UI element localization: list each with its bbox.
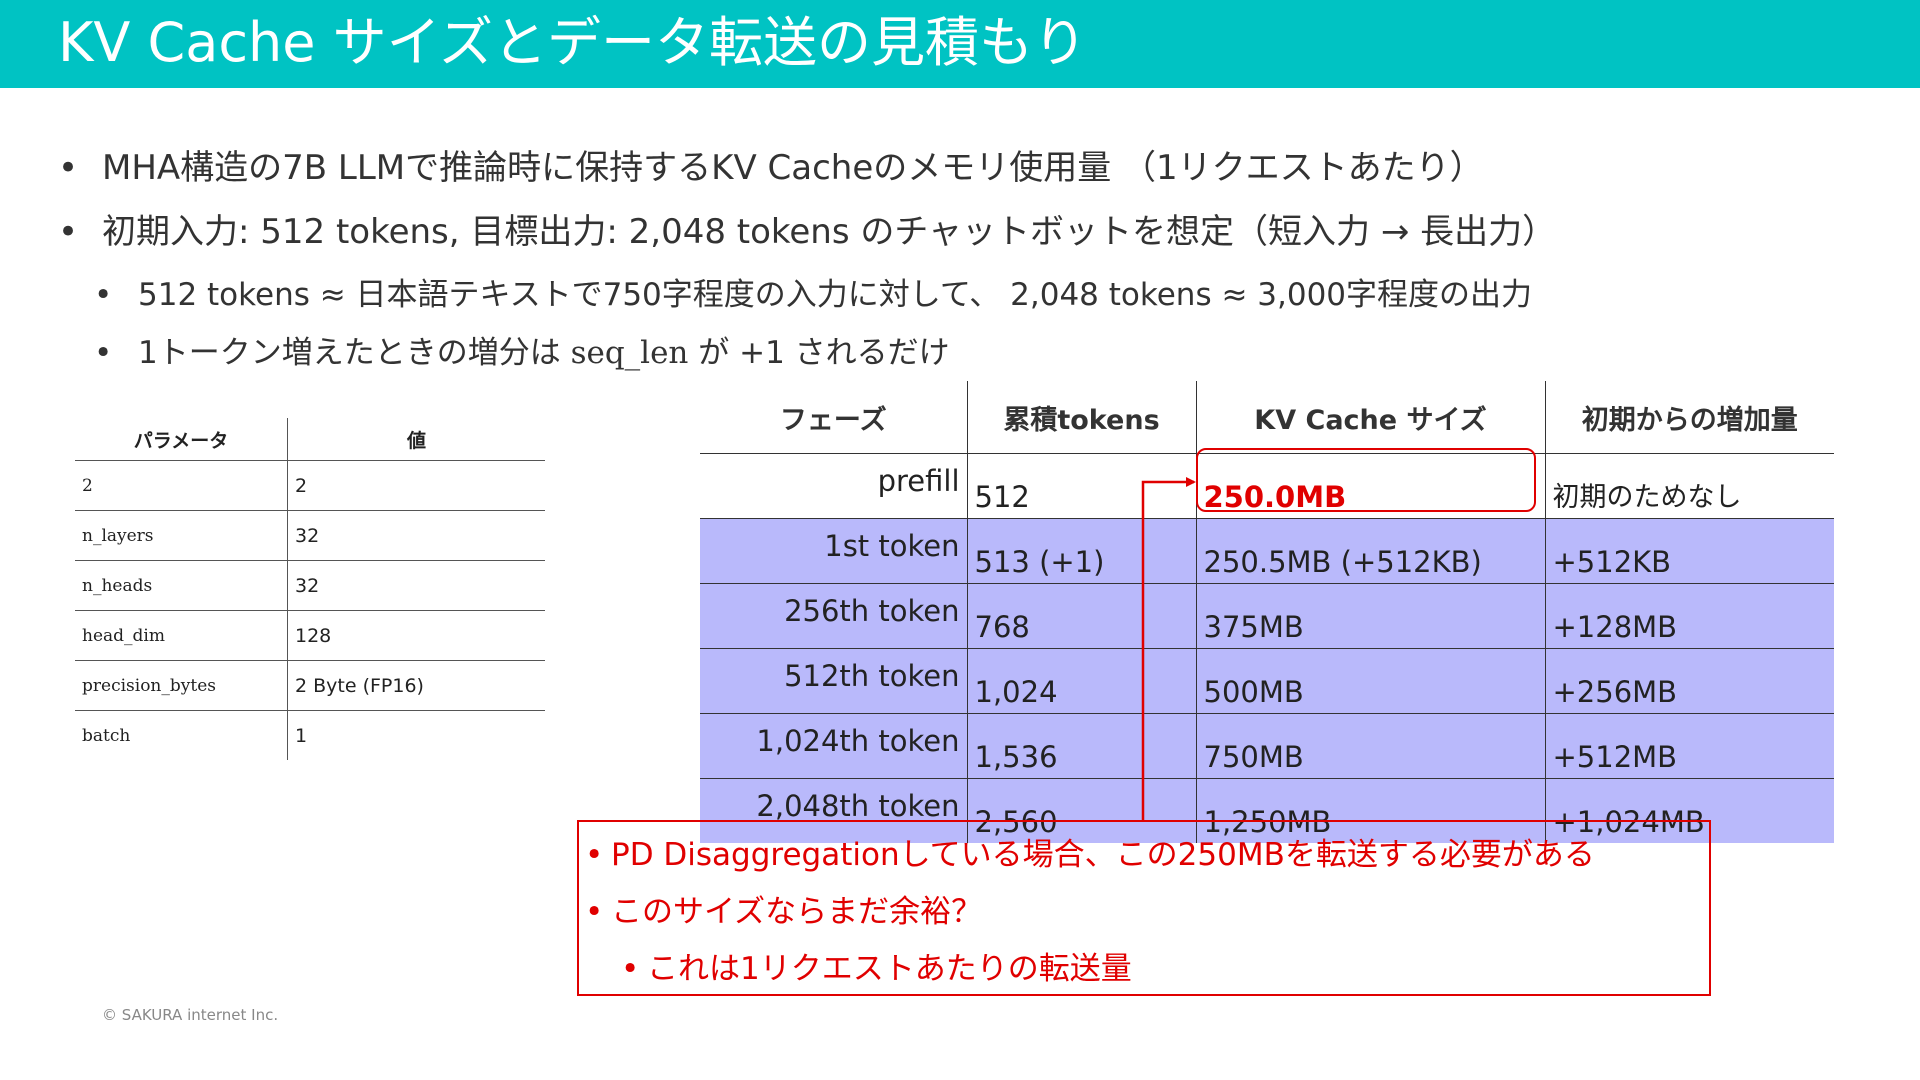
param-name: batch [75,710,288,760]
footer-copyright: © SAKURA internet Inc. [102,1006,279,1024]
table-row: 1,024th token 1,536 750MB +512MB [700,713,1834,779]
phase-cell: 512th token [700,648,968,714]
note-text: PD Disaggregationしている場合、この250MBを転送する必要があ… [611,837,1595,873]
table-row: n_layers 32 [75,510,545,561]
bullet-text-post: が +1 されるだけ [688,335,950,371]
highlight-box [1196,448,1536,512]
param-name: n_layers [75,510,288,561]
note-box: • PD Disaggregationしている場合、この250MBを転送する必要… [577,820,1711,996]
table-row: 512th token 1,024 500MB +256MB [700,648,1834,714]
phase-cell: 1,024th token [700,713,968,779]
note-text: このサイズならまだ余裕？ [611,894,983,930]
increase-cell: +256MB [1545,648,1834,714]
param-value: 128 [287,610,545,661]
tokens-cell: 512 [967,453,1197,519]
table-row: n_heads 32 [75,560,545,611]
column-header: 値 [287,418,545,461]
tokens-cell: 2,560 [967,778,1197,843]
increase-cell: 初期のためなし [1545,453,1834,519]
tokens-cell: 513 (+1) [967,518,1197,584]
kv-cache-phase-table: フェーズ 累積tokens KV Cache サイズ 初期からの増加量 pref… [700,381,1834,843]
increase-cell: +128MB [1545,583,1834,649]
increase-cell: +1,024MB [1545,778,1834,843]
param-name: 2 [75,460,288,511]
column-header: 累積tokens [967,381,1197,454]
column-header: パラメータ [75,418,288,461]
tokens-cell: 1,536 [967,713,1197,779]
param-name: precision_bytes [75,660,288,711]
table-row: 2,048th token 2,560 1,250MB +1,024MB [700,778,1834,843]
code-seq-len: seq_len [570,335,689,371]
note-item: • このサイズならまだ余裕？ [585,893,982,931]
table-row: prefill 512 250.0MB 初期のためなし [700,453,1834,519]
table-row: batch 1 [75,710,545,760]
note-text: これは1リクエストあたりの転送量 [647,951,1132,987]
table-header-row: パラメータ 値 [75,418,545,461]
bullet-text: MHA構造の7B LLMで推論時に保持するKV Cacheのメモリ使用量 （1リ… [102,148,1484,188]
param-value: 32 [287,560,545,611]
tokens-cell: 1,024 [967,648,1197,714]
table-row: 1st token 513 (+1) 250.5MB (+512KB) +512… [700,518,1834,584]
table-header-row: フェーズ 累積tokens KV Cache サイズ 初期からの増加量 [700,381,1834,454]
table-row: head_dim 128 [75,610,545,661]
phase-cell: prefill [700,453,968,519]
increase-cell: +512MB [1545,713,1834,779]
note-item-sub: • これは1リクエストあたりの転送量 [621,950,1132,988]
bullet-dot: • [621,951,640,987]
tokens-cell: 768 [967,583,1197,649]
bullet-text-pre: 1トークン増えたときの増分は [138,335,571,371]
kv-size-cell-highlighted: 250.0MB [1196,453,1546,519]
bullet-dot: • [94,335,113,371]
phase-cell: 2,048th token [700,778,968,843]
table-row: 256th token 768 375MB +128MB [700,583,1834,649]
column-header: KV Cache サイズ [1196,381,1546,454]
param-value: 32 [287,510,545,561]
param-value: 1 [295,724,308,747]
bullet-text: 512 tokens ≈ 日本語テキストで750字程度の入力に対して、 2,04… [138,277,1533,313]
kv-size-cell: 375MB [1196,583,1546,649]
kv-size-cell: 750MB [1196,713,1546,779]
bullet-dot: • [94,277,113,313]
bullet-dot: • [58,212,79,252]
param-value: 2 [287,460,545,511]
kv-size-cell: 250.5MB (+512KB) [1196,518,1546,584]
param-value: 2 Byte (FP16) [287,660,545,711]
param-name: n_heads [75,560,288,611]
kv-size-cell: 500MB [1196,648,1546,714]
kv-size-cell: 1,250MB [1196,778,1546,843]
bullet-text: 初期入力: 512 tokens, 目標出力: 2,048 tokens のチャ… [102,212,1557,252]
bullet-text: 1トークン増えたときの増分は seq_len が +1 されるだけ [138,334,950,372]
column-header: 初期からの増加量 [1545,381,1834,454]
bullet-dot: • [58,148,79,188]
increase-cell: +512KB [1545,518,1834,584]
note-item: • PD Disaggregationしている場合、この250MBを転送する必要… [585,836,1595,874]
bullet-dot: • [585,837,604,873]
slide-title: KV Cache サイズとデータ転送の見積もり [58,11,1087,74]
bullet-dot: • [585,894,604,930]
phase-cell: 256th token [700,583,968,649]
title-bar: KV Cache サイズとデータ転送の見積もり [0,0,1920,88]
table-row: precision_bytes 2 Byte (FP16) [75,660,545,711]
param-name: head_dim [75,610,288,661]
phase-cell: 1st token [700,518,968,584]
column-header: フェーズ [700,381,968,454]
